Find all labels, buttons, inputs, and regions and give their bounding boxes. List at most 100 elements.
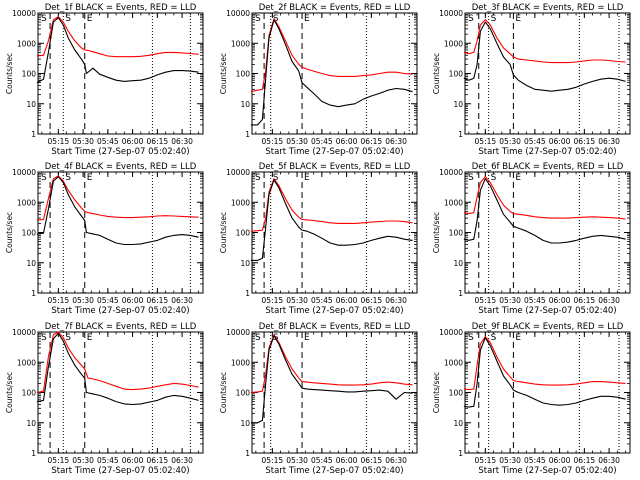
y-tick-label: 100 [236, 229, 251, 238]
y-tick-label: 100 [236, 389, 251, 398]
x-tick-label: 05:45 [524, 137, 546, 146]
y-tick-label: 100 [449, 229, 464, 238]
x-tick-label: 06:30 [598, 137, 620, 146]
x-tick-label: 06:30 [385, 456, 407, 465]
x-tick-label: 06:15 [361, 296, 383, 305]
x-tick-label: 06:30 [385, 296, 407, 305]
y-tick-label: 1000 [17, 39, 36, 48]
plot-frame [464, 12, 631, 135]
y-tick-label: 10 [240, 100, 250, 109]
region-label: E [515, 333, 521, 343]
x-axis-label: Start Time (27-Sep-07 05:02:40) [478, 147, 616, 157]
x-tick-label: 06:15 [361, 137, 383, 146]
x-tick-label: 05:15 [262, 456, 284, 465]
series-line-lld [463, 336, 626, 391]
plot-frame [37, 171, 204, 294]
x-tick-label: 05:30 [286, 137, 308, 146]
x-tick-label: 05:15 [48, 296, 70, 305]
x-tick-label: 06:15 [574, 137, 596, 146]
region-label: S [255, 173, 261, 183]
y-tick-label: 10 [26, 259, 36, 268]
x-tick-label: 05:30 [499, 137, 521, 146]
y-tick-label: 10000 [226, 168, 250, 177]
chart-title: Det_6f BLACK = Events, RED = LLD [472, 162, 624, 172]
x-axis-label: Start Time (27-Sep-07 05:02:40) [51, 147, 189, 157]
x-axis-label: Start Time (27-Sep-07 05:02:40) [51, 306, 189, 316]
y-tick-label: 1000 [231, 39, 250, 48]
x-axis-label: Start Time (27-Sep-07 05:02:40) [265, 466, 403, 476]
plot-frame [251, 331, 418, 454]
y-tick-label: 1000 [231, 198, 250, 207]
series-line-lld [36, 175, 199, 221]
chart-title: Det_2f BLACK = Events, RED = LLD [259, 3, 411, 13]
x-axis-label: Start Time (27-Sep-07 05:02:40) [478, 466, 616, 476]
plot-frame [37, 12, 204, 135]
x-tick-label: 05:15 [48, 137, 70, 146]
y-tick-label: 100 [22, 70, 37, 79]
region-label: S [273, 14, 279, 24]
y-tick-label: 10000 [12, 328, 36, 337]
x-tick-label: 05:15 [48, 456, 70, 465]
x-tick-label: 06:30 [171, 137, 193, 146]
y-tick-label: 10 [26, 419, 36, 428]
y-tick-label: 100 [22, 389, 37, 398]
x-tick-label: 05:45 [311, 296, 333, 305]
x-tick-label: 05:30 [286, 456, 308, 465]
y-tick-label: 10000 [439, 328, 463, 337]
x-tick-label: 06:15 [147, 137, 169, 146]
y-tick-label: 1000 [17, 358, 36, 367]
x-tick-label: 06:15 [361, 456, 383, 465]
y-tick-label: 1000 [17, 198, 36, 207]
x-tick-label: 06:15 [147, 296, 169, 305]
region-label: E [304, 333, 310, 343]
y-axis-label: Counts/sec [219, 212, 228, 253]
x-tick-label: 05:45 [97, 296, 119, 305]
region-label: S [491, 333, 497, 343]
x-tick-label: 06:00 [122, 456, 144, 465]
x-tick-label: 05:30 [72, 137, 94, 146]
x-axis-label: Start Time (27-Sep-07 05:02:40) [478, 306, 616, 316]
y-tick-label: 1 [458, 289, 463, 298]
series-line-events [36, 17, 199, 84]
y-tick-label: 1 [458, 130, 463, 139]
y-tick-label: 1 [458, 449, 463, 458]
x-tick-label: 05:45 [97, 456, 119, 465]
y-tick-label: 10 [453, 259, 463, 268]
x-tick-label: 06:30 [171, 296, 193, 305]
x-tick-label: 06:30 [598, 296, 620, 305]
chart-title: Det_9f BLACK = Events, RED = LLD [472, 322, 624, 332]
region-label: S [65, 173, 71, 183]
x-tick-label: 05:30 [286, 296, 308, 305]
x-tick-label: 05:45 [524, 296, 546, 305]
chart-title: Det_5f BLACK = Events, RED = LLD [259, 162, 411, 172]
series-line-lld [250, 334, 413, 394]
plot-frame [37, 331, 204, 454]
y-tick-label: 10000 [439, 168, 463, 177]
series-line-lld [463, 19, 626, 64]
x-axis-label: Start Time (27-Sep-07 05:02:40) [265, 147, 403, 157]
region-label: S [41, 333, 47, 343]
x-tick-label: 05:30 [499, 296, 521, 305]
series-line-events [250, 19, 413, 126]
region-label: S [65, 14, 71, 24]
x-tick-label: 05:15 [262, 296, 284, 305]
x-tick-label: 05:15 [475, 456, 497, 465]
y-tick-label: 10000 [12, 9, 36, 18]
x-tick-label: 06:15 [574, 456, 596, 465]
series-line-events [250, 335, 413, 424]
x-tick-label: 05:30 [499, 456, 521, 465]
x-axis-label: Start Time (27-Sep-07 05:02:40) [51, 466, 189, 476]
x-tick-label: 06:30 [385, 137, 407, 146]
x-tick-label: 05:45 [97, 137, 119, 146]
series-line-lld [463, 176, 626, 220]
y-tick-label: 10000 [12, 168, 36, 177]
chart-title: Det_4f BLACK = Events, RED = LLD [45, 162, 197, 172]
chart-title: Det_8f BLACK = Events, RED = LLD [259, 322, 411, 332]
y-tick-label: 10000 [439, 9, 463, 18]
region-label: S [491, 173, 497, 183]
